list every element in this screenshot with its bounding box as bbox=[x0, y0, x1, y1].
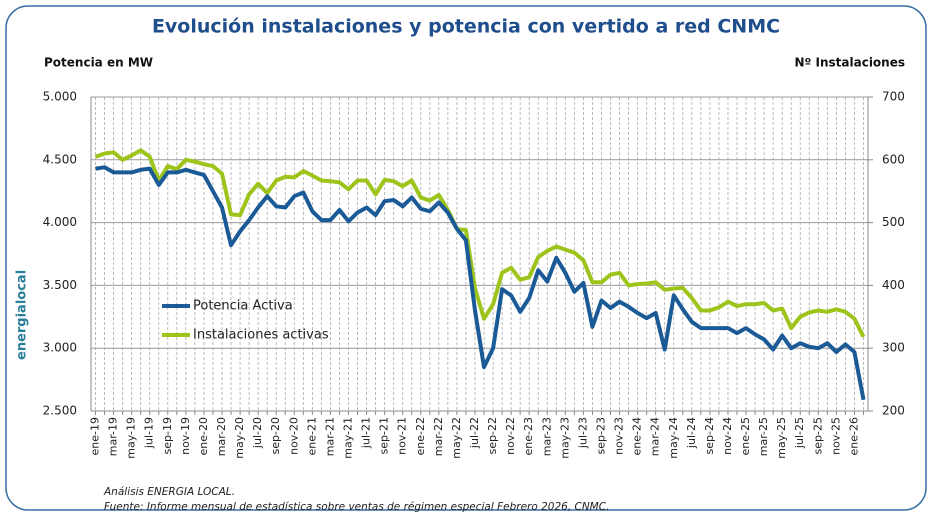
y-tick-label: 4.000 bbox=[43, 215, 77, 229]
y-tick-label: 2.500 bbox=[43, 404, 77, 418]
logo: energialocal bbox=[15, 270, 30, 360]
x-tick-label: may-25 bbox=[775, 417, 788, 459]
x-tick-label: nov-22 bbox=[504, 417, 517, 455]
y-tick-label: 3.500 bbox=[43, 278, 77, 292]
x-tick-label: may-21 bbox=[341, 417, 354, 459]
y-axis-label: Potencia en MW bbox=[44, 56, 153, 70]
x-tick-label: sep-20 bbox=[269, 417, 282, 454]
x-tick-label: jul-24 bbox=[685, 417, 698, 449]
x-tick-label: sep-24 bbox=[703, 417, 716, 454]
x-tick-label: ene-23 bbox=[522, 417, 535, 455]
x-tick-label: mar-19 bbox=[107, 417, 120, 456]
x-tick-label: may-22 bbox=[450, 417, 463, 459]
x-tick-label: jul-19 bbox=[143, 417, 156, 449]
y2-tick-label: 300 bbox=[882, 341, 905, 355]
x-tick-label: nov-25 bbox=[829, 417, 842, 455]
x-tick-label: ene-24 bbox=[631, 417, 644, 455]
x-tick-label: sep-21 bbox=[378, 417, 391, 454]
x-tick-label: sep-25 bbox=[811, 417, 824, 454]
x-tick-label: nov-19 bbox=[179, 417, 192, 455]
y2-tick-label: 400 bbox=[882, 278, 905, 292]
y-tick-label: 4.500 bbox=[43, 152, 77, 166]
x-tick-label: mar-23 bbox=[540, 417, 553, 456]
x-tick-label: ene-21 bbox=[305, 417, 318, 455]
x-tick-label: mar-20 bbox=[215, 417, 228, 456]
x-tick-label: mar-21 bbox=[323, 417, 336, 456]
y2-axis-label: Nº Instalaciones bbox=[795, 56, 905, 70]
y2-tick-label: 700 bbox=[882, 90, 905, 104]
x-tick-label: mar-24 bbox=[649, 417, 662, 456]
x-tick-label: sep-23 bbox=[594, 417, 607, 454]
x-tick-label: jul-22 bbox=[468, 417, 481, 449]
y2-tick-label: 600 bbox=[882, 152, 905, 166]
legend-label: Potencia Activa bbox=[193, 299, 293, 314]
x-tick-label: ene-19 bbox=[89, 417, 102, 455]
y-tick-label: 5.000 bbox=[43, 90, 77, 104]
x-tick-label: mar-25 bbox=[757, 417, 770, 456]
line-series bbox=[95, 165, 866, 401]
footer: Fuente: Informe mensual de estadística s… bbox=[104, 501, 609, 513]
x-tick-label: nov-20 bbox=[287, 417, 300, 455]
x-tick-label: may-23 bbox=[558, 417, 571, 459]
x-tick-label: jul-25 bbox=[793, 417, 806, 449]
x-tick-label: ene-26 bbox=[847, 417, 860, 455]
x-tick-label: jul-23 bbox=[576, 417, 589, 449]
x-tick-label: nov-21 bbox=[396, 417, 409, 455]
legend-label: Instalaciones activas bbox=[193, 328, 329, 343]
x-tick-label: sep-19 bbox=[161, 417, 174, 454]
x-tick-label: may-19 bbox=[125, 417, 138, 459]
x-tick-label: jul-21 bbox=[360, 417, 373, 449]
x-tick-label: sep-22 bbox=[486, 417, 499, 454]
chart-title: Evolución instalaciones y potencia con v… bbox=[152, 16, 780, 38]
x-tick-label: ene-20 bbox=[197, 417, 210, 455]
y2-tick-label: 500 bbox=[882, 215, 905, 229]
y-tick-label: 3.000 bbox=[43, 341, 77, 355]
x-tick-label: may-20 bbox=[233, 417, 246, 459]
x-tick-label: nov-24 bbox=[721, 417, 734, 455]
x-tick-label: may-24 bbox=[667, 417, 680, 459]
y2-tick-label: 200 bbox=[882, 404, 905, 418]
footer: Análisis ENERGIA LOCAL. bbox=[103, 486, 235, 498]
x-tick-label: ene-25 bbox=[739, 417, 752, 455]
x-tick-label: jul-20 bbox=[251, 417, 264, 449]
x-tick-label: ene-22 bbox=[414, 417, 427, 455]
x-tick-label: mar-22 bbox=[432, 417, 445, 456]
x-tick-label: nov-23 bbox=[613, 417, 626, 455]
line-series bbox=[94, 148, 866, 338]
